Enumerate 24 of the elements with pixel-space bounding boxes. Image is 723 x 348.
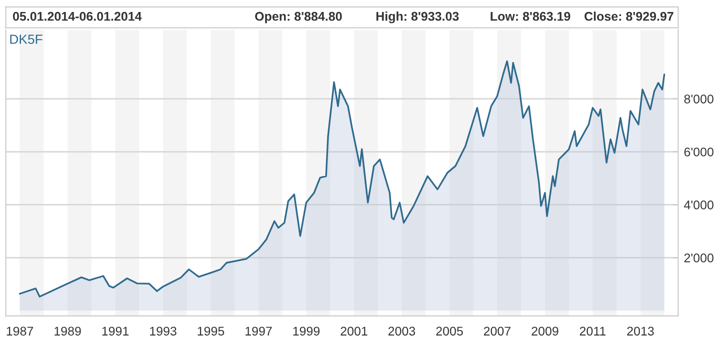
y-tick-label: 8'000 bbox=[684, 94, 714, 104]
chart-title: DK5F bbox=[10, 34, 42, 44]
x-tick-label: 1995 bbox=[198, 326, 224, 336]
x-tick-label: 1997 bbox=[246, 326, 272, 336]
x-tick-label: 2005 bbox=[436, 326, 463, 336]
x-tick-label: 1989 bbox=[54, 326, 81, 336]
x-tick-label: 1987 bbox=[6, 326, 34, 336]
x-tick-label: 1991 bbox=[102, 326, 129, 336]
y-tick-label: 6'000 bbox=[684, 148, 714, 156]
x-tick-label: 2011 bbox=[580, 326, 606, 336]
x-tick-label: 2003 bbox=[388, 326, 416, 336]
text: 05.01.2014-06.01.2014 bbox=[13, 12, 142, 21]
x-tick-label: 2007 bbox=[484, 326, 510, 336]
y-tick-label: 4'000 bbox=[684, 200, 714, 210]
text: Close: 8'929.97 bbox=[584, 12, 674, 21]
x-tick-label: 1999 bbox=[293, 326, 320, 336]
x-tick-label: 2001 bbox=[340, 326, 368, 336]
text: High: 8'933.03 bbox=[376, 12, 459, 24]
x-tick-label: 2009 bbox=[532, 326, 558, 336]
y-tick-label: 2'000 bbox=[684, 254, 714, 262]
x-tick-label: 1993 bbox=[150, 326, 176, 336]
text: Open: 8'884.80 bbox=[255, 12, 342, 24]
text: Low: 8'863.19 bbox=[490, 12, 570, 21]
x-tick-label: 2013 bbox=[627, 326, 654, 336]
